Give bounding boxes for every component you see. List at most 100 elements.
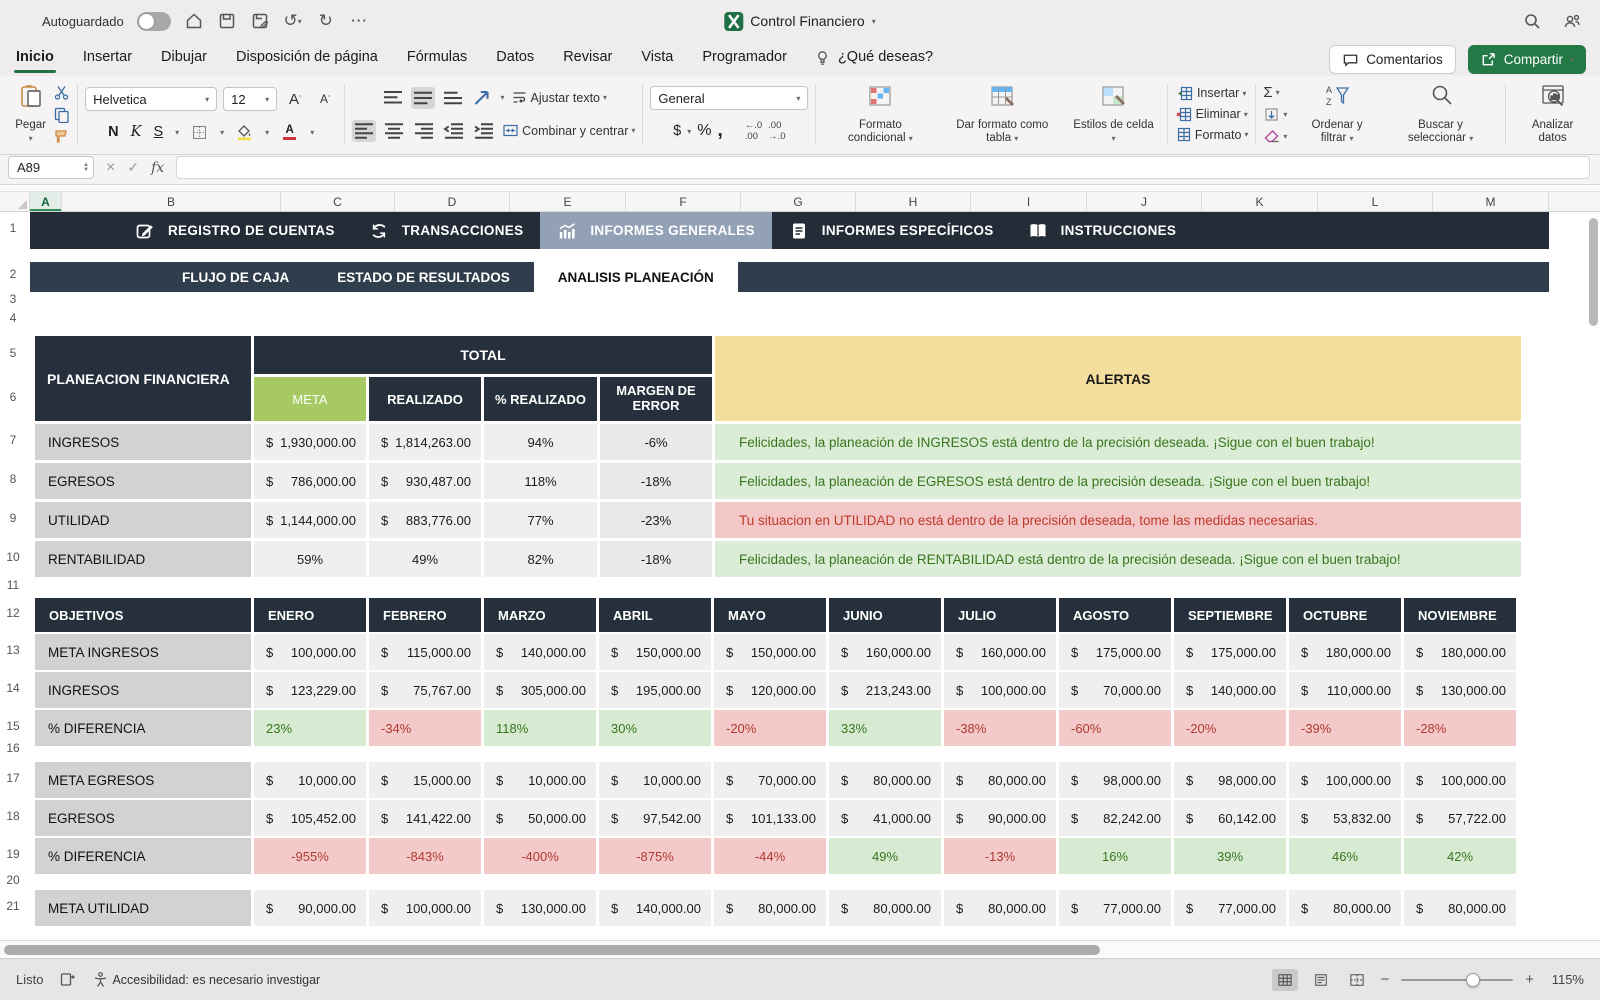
insert-function-icon[interactable]: fx [151, 159, 165, 176]
wrap-text-button[interactable]: Ajustar texto ▾ [511, 87, 607, 108]
month-diff-cell[interactable]: -20% [714, 710, 826, 746]
month-money-cell[interactable]: $100,000.00 [369, 890, 481, 926]
plan-meta-cell[interactable]: 59% [254, 541, 366, 577]
month-money-cell[interactable]: $77,000.00 [1059, 890, 1171, 926]
cell-styles-button[interactable]: Estilos de celda ▾ [1067, 81, 1160, 147]
analyze-data-button[interactable]: Analizar datos [1513, 81, 1592, 147]
month-money-cell[interactable]: $75,767.00 [369, 672, 481, 708]
cut-icon[interactable] [53, 84, 70, 101]
row-header-8[interactable]: 8 [9, 472, 17, 486]
month-diff-cell[interactable]: -843% [369, 838, 481, 874]
month-money-cell[interactable]: $10,000.00 [599, 762, 711, 798]
month-diff-cell[interactable]: 16% [1059, 838, 1171, 874]
plan-margin-cell[interactable]: -23% [600, 502, 712, 538]
month-money-cell[interactable]: $115,000.00 [369, 634, 481, 670]
italic-button[interactable]: K [130, 124, 142, 141]
column-header-M[interactable]: M [1433, 192, 1549, 211]
align-top-icon[interactable] [381, 87, 405, 109]
plan-pct-cell[interactable]: 77% [484, 502, 597, 538]
row-header-3[interactable]: 3 [9, 292, 17, 306]
column-header-I[interactable]: I [971, 192, 1087, 211]
row-header-5[interactable]: 5 [9, 346, 17, 360]
tab-programador[interactable]: Programador [702, 49, 787, 65]
zoom-slider[interactable] [1401, 972, 1514, 987]
month-money-cell[interactable]: $70,000.00 [714, 762, 826, 798]
plan-alert-cell[interactable]: Felicidades, la planeación de RENTABILID… [715, 541, 1521, 577]
find-select-button[interactable]: Buscar y seleccionar ▾ [1383, 81, 1498, 147]
share-button[interactable]: Compartir ▾ [1467, 44, 1586, 74]
sub-tab-0[interactable]: FLUJO DE CAJA [182, 269, 290, 285]
row-header-1[interactable]: 1 [9, 221, 17, 235]
align-left-icon[interactable] [352, 119, 377, 142]
sub-tab-1[interactable]: ESTADO DE RESULTADOS [337, 269, 510, 285]
month-money-cell[interactable]: $130,000.00 [484, 890, 596, 926]
month-money-cell[interactable]: $120,000.00 [714, 672, 826, 708]
column-header-J[interactable]: J [1087, 192, 1202, 211]
month-diff-cell[interactable]: 33% [829, 710, 941, 746]
month-money-cell[interactable]: $180,000.00 [1404, 634, 1516, 670]
tab-dibujar[interactable]: Dibujar [161, 49, 207, 65]
month-money-cell[interactable]: $105,452.00 [254, 800, 366, 836]
paste-button[interactable]: Pegar ▾ [8, 81, 53, 147]
month-money-cell[interactable]: $100,000.00 [944, 672, 1056, 708]
normal-view-icon[interactable] [1272, 968, 1299, 991]
month-money-cell[interactable]: $160,000.00 [829, 634, 941, 670]
row-header-10[interactable]: 10 [6, 550, 20, 564]
font-color-icon[interactable]: A [281, 124, 298, 141]
borders-icon[interactable] [191, 124, 208, 141]
month-money-cell[interactable]: $141,422.00 [369, 800, 481, 836]
nav-tab-3[interactable]: INFORMES ESPECÍFICOS [772, 212, 1011, 249]
month-money-cell[interactable]: $41,000.00 [829, 800, 941, 836]
month-diff-cell[interactable]: -60% [1059, 710, 1171, 746]
name-box-spinner[interactable]: ▲ ▼ [83, 161, 89, 173]
month-money-cell[interactable]: $123,229.00 [254, 672, 366, 708]
nav-tab-4[interactable]: INSTRUCCIONES [1011, 212, 1194, 249]
title-chevron-icon[interactable]: ▾ [871, 16, 876, 26]
month-money-cell[interactable]: $110,000.00 [1289, 672, 1401, 708]
formula-input[interactable] [176, 156, 1590, 179]
comma-format-button[interactable]: , [717, 120, 723, 141]
month-money-cell[interactable]: $15,000.00 [369, 762, 481, 798]
month-money-cell[interactable]: $50,000.00 [484, 800, 596, 836]
month-money-cell[interactable]: $60,142.00 [1174, 800, 1286, 836]
month-money-cell[interactable]: $70,000.00 [1059, 672, 1171, 708]
month-money-cell[interactable]: $77,000.00 [1174, 890, 1286, 926]
select-all-corner[interactable] [0, 192, 30, 211]
month-money-cell[interactable]: $101,133.00 [714, 800, 826, 836]
zoom-out-button[interactable]: − [1380, 971, 1390, 988]
plan-alert-cell[interactable]: Felicidades, la planeación de INGRESOS e… [715, 424, 1521, 460]
column-header-A[interactable]: A [30, 192, 62, 211]
column-header-C[interactable]: C [281, 192, 395, 211]
people-icon[interactable] [1562, 11, 1582, 31]
increase-indent-icon[interactable] [472, 120, 496, 142]
plan-real-cell[interactable]: 49% [369, 541, 481, 577]
row-header-2[interactable]: 2 [9, 267, 17, 281]
comments-button[interactable]: Comentarios [1329, 44, 1456, 74]
month-money-cell[interactable]: $82,242.00 [1059, 800, 1171, 836]
underline-button[interactable]: S [153, 124, 164, 141]
month-money-cell[interactable]: $140,000.00 [1174, 672, 1286, 708]
month-money-cell[interactable]: $195,000.00 [599, 672, 711, 708]
month-diff-cell[interactable]: 49% [829, 838, 941, 874]
row-header-18[interactable]: 18 [6, 809, 20, 823]
month-diff-cell[interactable]: -400% [484, 838, 596, 874]
month-money-cell[interactable]: $98,000.00 [1174, 762, 1286, 798]
horizontal-scroll-thumb[interactable] [4, 945, 1100, 955]
clear-button[interactable]: ▾ [1263, 126, 1287, 147]
row-header-16[interactable]: 16 [6, 741, 20, 755]
plan-meta-cell[interactable]: $1,930,000.00 [254, 424, 366, 460]
month-money-cell[interactable]: $80,000.00 [714, 890, 826, 926]
row-header-20[interactable]: 20 [6, 873, 20, 887]
month-money-cell[interactable]: $80,000.00 [1289, 890, 1401, 926]
row-header-17[interactable]: 17 [6, 771, 20, 785]
zoom-in-button[interactable]: + [1525, 971, 1534, 988]
month-money-cell[interactable]: $97,542.00 [599, 800, 711, 836]
column-header-L[interactable]: L [1318, 192, 1433, 211]
percent-format-button[interactable]: % [697, 122, 712, 139]
month-money-cell[interactable]: $57,722.00 [1404, 800, 1516, 836]
month-money-cell[interactable]: $10,000.00 [484, 762, 596, 798]
month-diff-cell[interactable]: 39% [1174, 838, 1286, 874]
month-diff-cell[interactable]: 42% [1404, 838, 1516, 874]
